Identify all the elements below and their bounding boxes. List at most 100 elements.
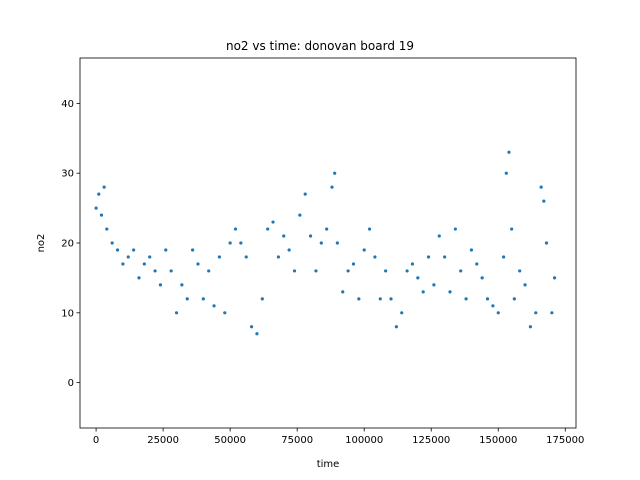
data-point	[475, 262, 479, 266]
data-point	[174, 311, 179, 315]
data-point	[528, 325, 533, 329]
x-tick-label: 50000	[214, 435, 246, 446]
data-point	[552, 276, 557, 280]
data-point	[228, 241, 232, 245]
data-point	[132, 248, 136, 252]
data-point	[373, 255, 377, 259]
data-point	[550, 311, 554, 315]
data-point	[94, 206, 98, 210]
data-point	[212, 304, 216, 308]
data-point	[485, 297, 490, 301]
data-point	[158, 283, 163, 287]
data-point	[292, 269, 297, 273]
data-point	[335, 241, 339, 245]
y-tick-label: 10	[61, 308, 74, 319]
x-tick-label: 150000	[479, 435, 517, 446]
data-point	[223, 311, 227, 315]
data-point	[421, 290, 425, 294]
data-point	[518, 269, 522, 273]
data-point	[282, 234, 286, 238]
data-point	[539, 185, 543, 189]
data-point	[314, 269, 318, 273]
x-tick-label: 75000	[281, 435, 313, 446]
data-point	[469, 248, 474, 252]
data-point	[448, 290, 452, 294]
data-point	[378, 297, 382, 301]
data-point	[303, 192, 307, 196]
data-point	[512, 297, 516, 301]
x-axis-label: time	[317, 459, 340, 470]
data-point	[266, 227, 270, 231]
data-point	[367, 227, 372, 231]
data-point	[110, 241, 114, 245]
data-point	[357, 297, 361, 301]
data-point	[239, 241, 243, 245]
data-point	[196, 262, 200, 266]
data-point	[169, 269, 173, 273]
data-point	[464, 297, 468, 301]
data-point	[319, 241, 323, 245]
data-point	[126, 255, 130, 259]
chart-title: no2 vs time: donovan board 19	[226, 39, 414, 53]
data-point	[459, 269, 463, 273]
data-point	[523, 283, 527, 287]
data-point	[115, 248, 120, 252]
data-point	[271, 220, 275, 224]
x-tick-label: 25000	[147, 435, 179, 446]
data-point	[97, 192, 101, 196]
data-point	[491, 304, 495, 308]
data-point	[432, 283, 436, 287]
data-point	[542, 199, 546, 203]
x-tick-label: 100000	[345, 435, 383, 446]
data-point	[333, 171, 337, 175]
data-point	[410, 262, 415, 266]
data-point	[341, 290, 345, 294]
data-point	[148, 255, 152, 259]
data-point	[362, 248, 366, 252]
data-point	[137, 276, 141, 280]
data-point	[207, 269, 211, 273]
data-point	[496, 311, 500, 315]
data-point	[255, 332, 259, 336]
data-point	[544, 241, 549, 245]
data-point	[102, 185, 106, 189]
data-point	[502, 255, 506, 259]
data-point	[507, 150, 511, 154]
data-point	[153, 269, 157, 273]
y-axis-ticks: 0 10 20 30 40	[61, 99, 80, 389]
data-point	[244, 255, 248, 259]
data-point	[325, 227, 329, 231]
data-point	[164, 248, 168, 252]
scatter-points	[94, 150, 557, 336]
data-point	[400, 311, 404, 315]
data-point	[217, 255, 222, 259]
x-axis-ticks: 0 25000 50000 75000 100000 125000 150000 175000	[93, 428, 584, 446]
data-point	[180, 283, 184, 287]
x-tick-label: 175000	[546, 435, 584, 446]
y-tick-label: 30	[61, 169, 74, 180]
data-point	[191, 248, 195, 252]
x-tick-label: 0	[93, 435, 99, 446]
data-point	[121, 262, 125, 266]
data-point	[105, 227, 109, 231]
data-point	[298, 213, 302, 217]
data-point	[437, 234, 441, 238]
data-point	[249, 325, 254, 329]
y-tick-label: 0	[68, 378, 74, 389]
y-tick-label: 40	[61, 99, 74, 110]
y-axis-label: no2	[36, 234, 47, 253]
data-point	[99, 213, 104, 217]
data-point	[405, 269, 409, 273]
data-point	[426, 255, 431, 259]
data-point	[416, 276, 420, 280]
data-point	[351, 262, 356, 266]
data-point	[510, 227, 514, 231]
data-point	[233, 227, 238, 231]
data-point	[142, 262, 146, 266]
data-point	[443, 255, 447, 259]
data-point	[394, 325, 398, 329]
data-point	[276, 255, 280, 259]
data-point	[260, 297, 264, 301]
